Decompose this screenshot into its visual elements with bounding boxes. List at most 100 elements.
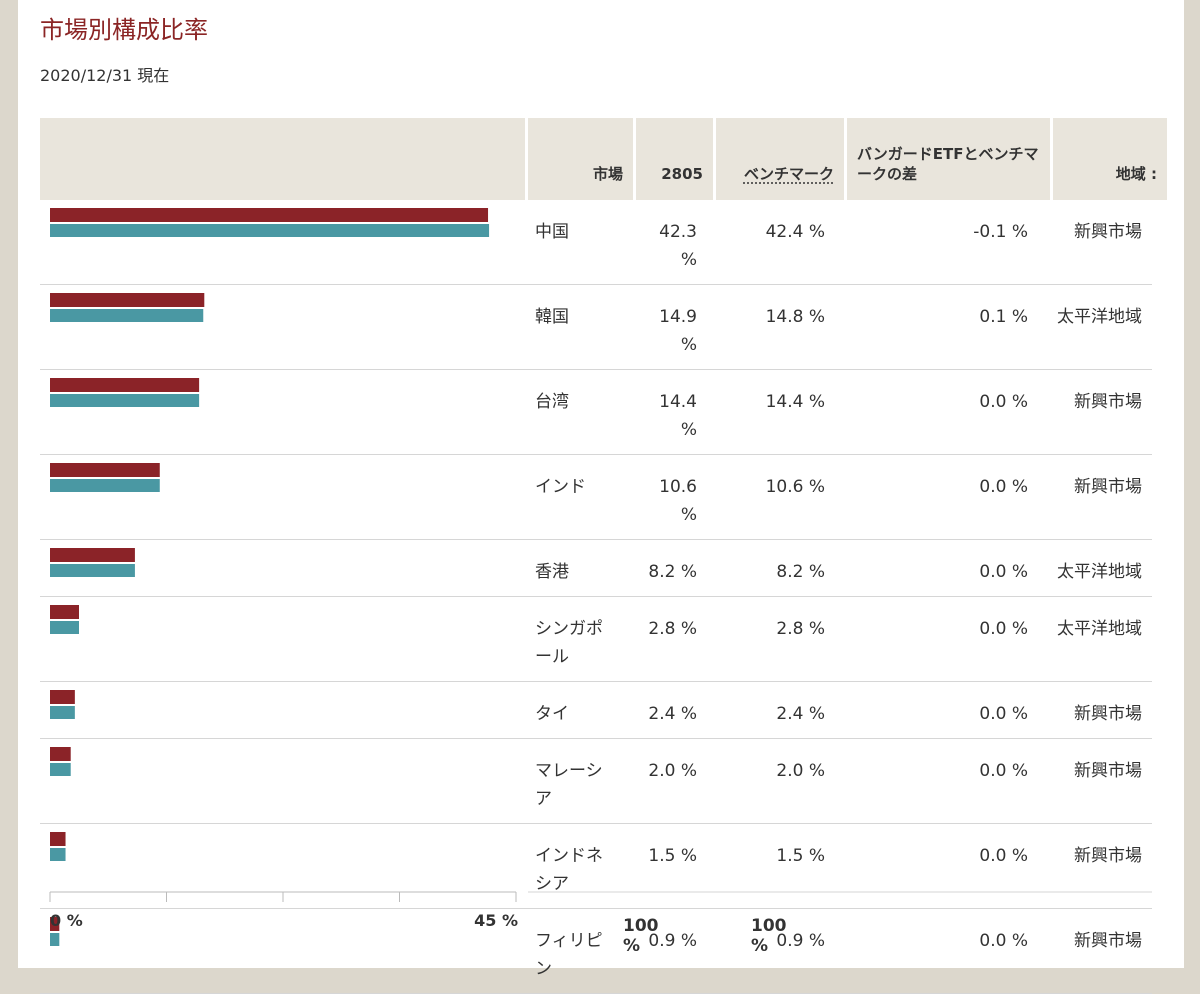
- region: 新興市場: [1074, 477, 1142, 497]
- fund-weight: 10.6 %: [659, 477, 697, 525]
- header-cell: 地域 :: [1053, 118, 1167, 200]
- bar-cell: [40, 682, 525, 738]
- bar-pair: [50, 548, 135, 577]
- fund-weight: 8.2 %: [648, 562, 697, 582]
- market: 中国: [535, 222, 569, 242]
- market: シンガポール: [535, 619, 603, 667]
- table-row: マレーシア 2.0 % 2.0 % 0.0 % 新興市場: [40, 739, 1152, 824]
- fund-bar: [50, 690, 75, 704]
- fund-weight: 2.0 %: [648, 761, 697, 781]
- region: 新興市場: [1074, 392, 1142, 412]
- bar-cell: [40, 285, 525, 369]
- region: 新興市場: [1074, 222, 1142, 242]
- page: 市場別構成比率 2020/12/31 現在 市場 2805 ベンチマーク バンガ…: [18, 0, 1184, 979]
- benchmark-weight: 0.9 %: [776, 931, 825, 951]
- benchmark-bar: [50, 479, 160, 492]
- fund-weight: 1.5 %: [648, 846, 697, 866]
- benchmark-bar: [50, 394, 200, 407]
- table-row: インド 10.6 % 10.6 % 0.0 % 新興市場: [40, 455, 1152, 540]
- bar-axis: 0 % 45 %: [49, 891, 1152, 930]
- region: 太平洋地域: [1057, 562, 1142, 582]
- fund-bar: [50, 917, 60, 931]
- benchmark-weight: 14.8 %: [765, 307, 825, 327]
- bar-pair: [50, 917, 60, 946]
- benchmark-weight: 8.2 %: [776, 562, 825, 582]
- difference: 0.0 %: [979, 477, 1028, 497]
- region: 太平洋地域: [1057, 307, 1142, 327]
- table-row: 香港 8.2 % 8.2 % 0.0 % 太平洋地域: [40, 540, 1152, 597]
- difference: 0.0 %: [979, 562, 1028, 582]
- bar-cell: [40, 370, 525, 454]
- fund-bar: [50, 463, 160, 477]
- market: マレーシア: [535, 761, 603, 809]
- benchmark-bar: [50, 224, 490, 237]
- bar-pair: [50, 747, 71, 776]
- region: 新興市場: [1074, 761, 1142, 781]
- difference: 0.0 %: [979, 761, 1028, 781]
- benchmark-weight: 2.8 %: [776, 619, 825, 639]
- market: 韓国: [535, 307, 569, 327]
- difference: 0.0 %: [979, 846, 1028, 866]
- benchmark-weight: 2.4 %: [776, 704, 825, 724]
- fund-weight: 2.8 %: [648, 619, 697, 639]
- market: 台湾: [535, 392, 569, 412]
- bar-pair: [50, 690, 75, 719]
- bar-cell: [40, 455, 525, 539]
- benchmark-weight: 10.6 %: [765, 477, 825, 497]
- header-cell[interactable]: ベンチマーク: [716, 118, 844, 200]
- fund-weight: 14.4 %: [659, 392, 697, 440]
- benchmark-weight: 42.4 %: [765, 222, 825, 242]
- market: インド: [535, 477, 586, 497]
- fund-bar: [50, 605, 79, 619]
- fund-weight: 42.3 %: [659, 222, 697, 270]
- axis-tick-label: 45 %: [474, 911, 518, 930]
- benchmark-weight: 1.5 %: [776, 846, 825, 866]
- bar-cell: [40, 200, 525, 284]
- difference: -0.1 %: [973, 222, 1028, 242]
- bar-cell: [40, 739, 525, 823]
- bar-pair: [50, 293, 205, 322]
- difference: 0.0 %: [979, 619, 1028, 639]
- as-of-date: 2020/12/31 現在: [40, 66, 170, 85]
- axis-tick-label: 0 %: [50, 911, 83, 930]
- region: 新興市場: [1074, 846, 1142, 866]
- fund-weight: 0.9 %: [648, 931, 697, 951]
- fund-bar: [50, 293, 205, 307]
- bar-pair: [50, 378, 200, 407]
- benchmark-header[interactable]: ベンチマーク: [743, 165, 834, 183]
- fund-bar: [50, 208, 489, 222]
- table-header: 市場 2805 ベンチマーク バンガードETFとベンチマークの差 地域 :: [40, 118, 1167, 200]
- benchmark-bar: [50, 309, 204, 322]
- table-body: 中国 42.3 % 42.4 % -0.1 % 新興市場 韓国 14.9 % 14.8 % 0.…: [40, 200, 1152, 994]
- market: タイ: [535, 704, 569, 724]
- table-row: 台湾 14.4 % 14.4 % 0.0 % 新興市場: [40, 370, 1152, 455]
- benchmark-weight: 14.4 %: [765, 392, 825, 412]
- benchmark-bar: [50, 621, 79, 634]
- title: 市場別構成比率: [40, 16, 208, 44]
- bar-pair: [50, 208, 490, 237]
- benchmark-total: 100 %: [751, 916, 787, 956]
- benchmark-bar: [50, 848, 66, 861]
- market: インドネシア: [535, 846, 603, 894]
- fund-total: 100 %: [623, 916, 659, 956]
- region: 太平洋地域: [1057, 619, 1142, 639]
- difference: 0.0 %: [979, 704, 1028, 724]
- fund-bar: [50, 832, 66, 846]
- bar-cell: [40, 540, 525, 596]
- benchmark-bar: [50, 706, 75, 719]
- fund-bar: [50, 548, 135, 562]
- bar-pair: [50, 463, 160, 492]
- fund-bar: [50, 747, 71, 761]
- bar-pair: [50, 832, 66, 861]
- benchmark-bar: [50, 564, 135, 577]
- benchmark-bar: [50, 933, 60, 946]
- benchmark-bar: [50, 763, 71, 776]
- header-cell: 2805: [636, 118, 713, 200]
- table-row: 韓国 14.9 % 14.8 % 0.1 % 太平洋地域: [40, 285, 1152, 370]
- region: 新興市場: [1074, 931, 1142, 951]
- difference: 0.1 %: [979, 307, 1028, 327]
- bar-cell: [40, 909, 525, 993]
- difference: 0.0 %: [979, 392, 1028, 412]
- bar-cell: [40, 597, 525, 681]
- table-row: 中国 42.3 % 42.4 % -0.1 % 新興市場: [40, 200, 1152, 285]
